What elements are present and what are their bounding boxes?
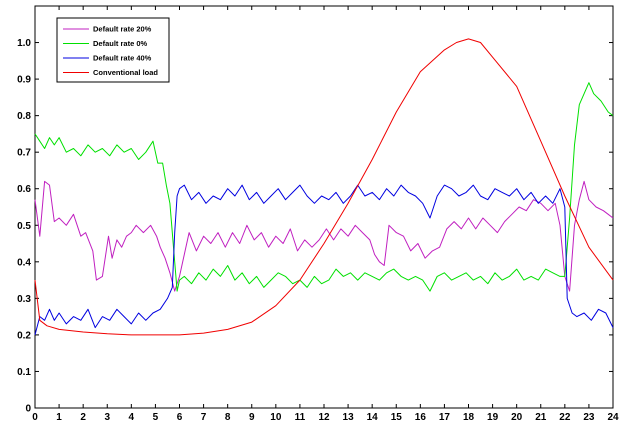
x-tick-label: 0 xyxy=(32,412,38,423)
x-tick-label: 18 xyxy=(463,412,475,423)
x-tick-label: 6 xyxy=(177,412,183,423)
y-tick-label: 0.8 xyxy=(17,111,31,122)
y-tick-label: 0.5 xyxy=(17,221,31,232)
x-tick-label: 2 xyxy=(80,412,86,423)
y-tick-label: 0.2 xyxy=(17,330,31,341)
y-tick-label: 0.7 xyxy=(17,148,31,159)
y-tick-label: 0.9 xyxy=(17,75,31,86)
series-line-default-rate-20 xyxy=(34,180,614,292)
x-tick-label: 22 xyxy=(559,412,571,423)
x-tick-label: 24 xyxy=(607,412,619,423)
series-line-conventional-load xyxy=(34,38,614,336)
x-tick-label: 9 xyxy=(249,412,255,423)
x-tick-label: 10 xyxy=(270,412,282,423)
x-tick-label: 16 xyxy=(415,412,427,423)
legend-label: Default rate 20% xyxy=(93,25,152,34)
x-tick-label: 5 xyxy=(153,412,159,423)
series-line-default-rate-40 xyxy=(34,184,614,336)
y-tick-label: 0 xyxy=(25,404,31,415)
x-tick-label: 14 xyxy=(367,412,379,423)
x-tick-label: 19 xyxy=(487,412,499,423)
legend-label: Default rate 0% xyxy=(93,39,148,48)
series-lines xyxy=(34,38,614,336)
y-axis: 0 0.1 0.2 0.3 0.4 0.5 0.6 0.7 0.8 0.9 1.0 xyxy=(17,38,613,415)
x-tick-label: 7 xyxy=(201,412,207,423)
x-tick-label: 20 xyxy=(511,412,523,423)
series-line-default-rate-0 xyxy=(34,82,614,292)
x-tick-label: 1 xyxy=(56,412,62,423)
x-tick-label: 17 xyxy=(439,412,451,423)
x-tick-label: 21 xyxy=(535,412,547,423)
x-tick-label: 4 xyxy=(129,412,135,423)
x-axis: 0 1 2 3 4 5 6 7 8 9 10 11 12 13 14 15 16 17 18 19 20 21 22 23 24 xyxy=(32,6,619,423)
legend-label: Conventional load xyxy=(93,68,158,77)
x-tick-label: 12 xyxy=(318,412,330,423)
legend-label: Default rate 40% xyxy=(93,54,152,63)
y-tick-label: 0.4 xyxy=(17,257,31,268)
y-tick-label: 1.0 xyxy=(17,38,31,49)
x-tick-label: 8 xyxy=(225,412,231,423)
x-tick-label: 15 xyxy=(391,412,403,423)
x-tick-label: 11 xyxy=(295,412,306,423)
y-tick-label: 0.3 xyxy=(17,294,31,305)
x-tick-label: 3 xyxy=(104,412,110,423)
x-tick-label: 13 xyxy=(343,412,355,423)
y-tick-label: 0.1 xyxy=(17,367,31,378)
x-tick-label: 23 xyxy=(583,412,595,423)
y-tick-label: 0.6 xyxy=(17,184,31,195)
legend: Default rate 20% Default rate 0% Default r… xyxy=(56,17,170,83)
